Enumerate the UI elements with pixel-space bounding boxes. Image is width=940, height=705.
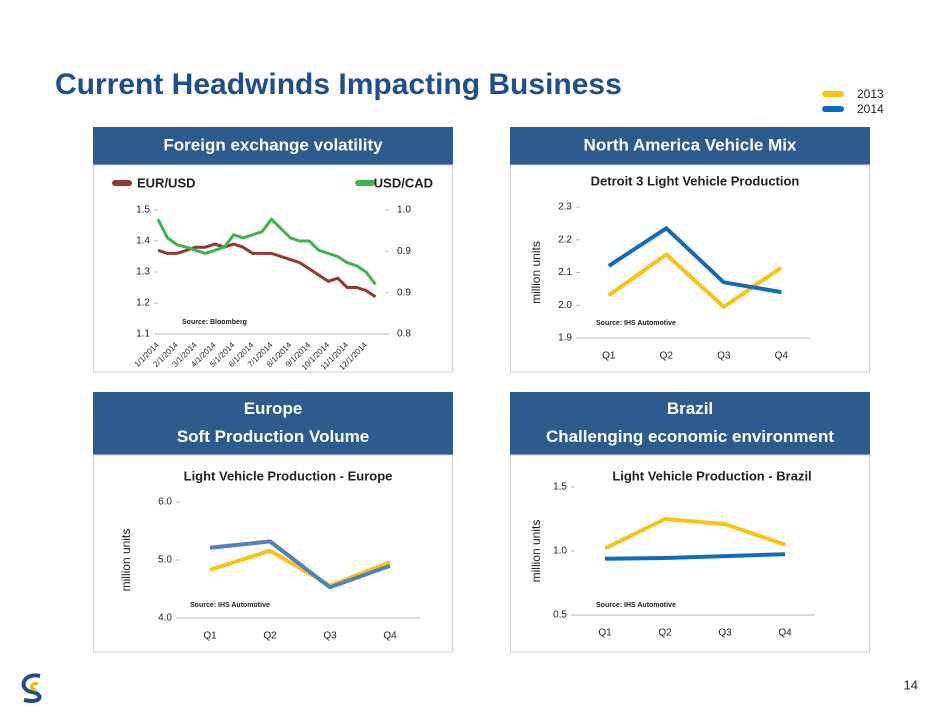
- source-note: Source: Bloomberg: [182, 319, 247, 326]
- y-tick-label: 1.0: [397, 205, 411, 216]
- y-tick-label: 1.4: [136, 236, 150, 247]
- y-tick-label: 1.5: [553, 482, 567, 493]
- chart-title: Light Vehicle Production - Brazil: [612, 468, 811, 483]
- x-tick-label: Q3: [717, 351, 731, 362]
- y-tick-label: 0.5: [553, 610, 567, 621]
- panel-header: [510, 127, 870, 165]
- y-tick-label: 0.9: [397, 287, 411, 298]
- x-tick-label: Q4: [778, 628, 792, 639]
- y-tick-label: 4.0: [158, 613, 172, 624]
- chart-title: Light Vehicle Production - Europe: [184, 468, 393, 483]
- legend-label: 2014: [857, 102, 884, 116]
- y-tick-label: 0.8: [397, 329, 411, 340]
- y-axis-title: million units: [529, 520, 543, 583]
- x-tick-label: Q1: [598, 628, 612, 639]
- series-line: [157, 242, 377, 299]
- y-tick-label: 0.9: [397, 246, 411, 257]
- legend-label: 2013: [857, 87, 884, 101]
- legend-swatch: [355, 180, 375, 186]
- x-tick-label: Q3: [323, 631, 337, 642]
- legend-label: EUR/USD: [137, 175, 196, 190]
- panel-heading: Europe: [244, 399, 303, 418]
- series-line: [607, 226, 782, 295]
- x-tick-label: Q1: [203, 631, 217, 642]
- chart-title: Detroit 3 Light Vehicle Production: [591, 173, 800, 188]
- panel-box: [93, 164, 453, 373]
- legend-swatch: [112, 180, 132, 186]
- panel-heading: Foreign exchange volatility: [163, 135, 383, 154]
- y-tick-label: 2.2: [558, 234, 572, 245]
- page-number: 14: [904, 677, 918, 692]
- y-axis-title: million units: [529, 241, 543, 304]
- y-tick-label: 1.0: [553, 546, 567, 557]
- y-tick-label: 1.5: [136, 205, 150, 216]
- panel-heading: Challenging economic environment: [546, 427, 834, 446]
- x-tick-label: Q2: [660, 351, 674, 362]
- x-tick-label: Q2: [263, 631, 277, 642]
- panel-box: [510, 454, 870, 653]
- x-tick-label: Q4: [383, 631, 397, 642]
- panel-header: [510, 392, 870, 455]
- panel-header: [93, 392, 453, 455]
- series-line: [209, 548, 391, 588]
- panel-header: [93, 127, 453, 165]
- source-note: Source: IHS Automotive: [596, 602, 676, 609]
- y-tick-label: 2.3: [558, 202, 572, 213]
- y-tick-label: 1.1: [136, 329, 150, 340]
- y-axis-title: million units: [119, 529, 133, 592]
- x-tick-label: Q2: [658, 628, 672, 639]
- x-tick-label: Q3: [718, 628, 732, 639]
- y-tick-label: 1.2: [136, 298, 150, 309]
- logo: [21, 673, 42, 703]
- x-tick-label: Q4: [775, 351, 789, 362]
- source-note: Source: IHS Automotive: [190, 602, 270, 609]
- panel-heading: Brazil: [667, 399, 713, 418]
- source-note: Source: IHS Automotive: [596, 320, 676, 327]
- y-tick-label: 2.1: [558, 267, 572, 278]
- y-tick-label: 2.0: [558, 300, 572, 311]
- series-line: [604, 517, 786, 551]
- panel-heading: North America Vehicle Mix: [584, 135, 797, 154]
- y-tick-label: 1.3: [136, 267, 150, 278]
- y-tick-label: 5.0: [158, 555, 172, 566]
- legend-swatch: [822, 91, 844, 97]
- x-tick-label: Q1: [602, 351, 616, 362]
- legend-swatch: [822, 106, 844, 112]
- panel-heading: Soft Production Volume: [177, 427, 369, 446]
- y-tick-label: 6.0: [158, 497, 172, 508]
- slide-title: Current Headwinds Impacting Business: [55, 68, 622, 101]
- y-tick-label: 1.9: [558, 333, 572, 344]
- series-line: [604, 552, 786, 561]
- series-line: [209, 539, 391, 590]
- legend-label: USD/CAD: [374, 175, 433, 190]
- series-line: [156, 217, 377, 286]
